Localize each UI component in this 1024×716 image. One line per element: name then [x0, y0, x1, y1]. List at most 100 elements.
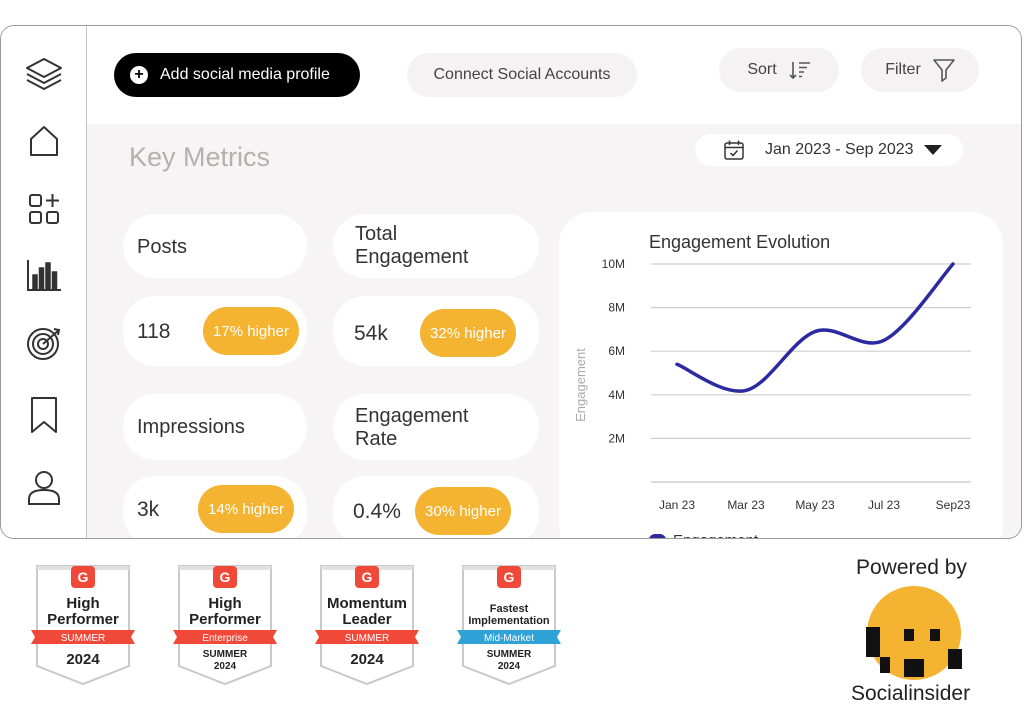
dashboard-content: Key Metrics Jan 2023 - Sep 2023 Posts 11…: [87, 124, 1021, 538]
impressions-card: Impressions: [123, 394, 307, 460]
impressions-change-badge: 14% higher: [198, 485, 294, 533]
key-metrics-title: Key Metrics: [129, 142, 271, 172]
posts-value-card: 118 17% higher: [123, 296, 307, 366]
svg-text:G: G: [78, 569, 89, 585]
badge-title-line2: Performer: [189, 611, 261, 628]
legend-label: Engagement: [673, 532, 759, 539]
g2-logo: [71, 566, 95, 588]
badge-ribbon: [457, 630, 561, 644]
engagement-chart-card: Engagement Evolution 2M 4M 6M 8M 10M Engagemen…: [559, 212, 1003, 539]
engagement-rate-card: Engagement Rate: [333, 394, 539, 460]
connect-accounts-button[interactable]: Connect Social Accounts: [407, 53, 637, 97]
engagement-line-chart: Engagement Evolution 2M 4M 6M 8M 10M Engagemen…: [573, 232, 971, 539]
engagement-rate-label-line1: Engagement: [355, 405, 469, 427]
posts-card: Posts: [123, 214, 307, 278]
g2-logo: [213, 566, 237, 588]
total-engagement-card: Total Engagement: [333, 214, 539, 278]
top-toolbar: + Add social media profile Connect Socia…: [87, 26, 1021, 124]
badge-year: 2024: [498, 661, 521, 672]
badge-title-line2: Performer: [47, 611, 119, 628]
badge-title-line2: Leader: [342, 611, 391, 628]
calendar-icon: [724, 140, 744, 160]
badge-year: 2024: [214, 661, 237, 672]
badge-ribbon-label: SUMMER: [61, 633, 105, 644]
posts-change-badge: 17% higher: [203, 307, 299, 355]
sort-label: Sort: [747, 61, 777, 78]
badge-season: SUMMER: [203, 649, 248, 660]
x-tick-label: May 23: [795, 498, 835, 512]
g2-logo: [355, 566, 379, 588]
y-tick-label: 4M: [608, 388, 625, 402]
badge-title-line1: Momentum: [327, 595, 407, 612]
svg-text:G: G: [504, 569, 515, 585]
sort-icon: [789, 62, 810, 80]
home-icon[interactable]: [23, 120, 65, 162]
total-engagement-label-line2: Engagement: [355, 246, 469, 268]
badge-title-line1: High: [208, 595, 241, 612]
chart-title: Engagement Evolution: [649, 232, 830, 252]
bar-chart-icon[interactable]: [23, 254, 65, 296]
y-tick-label: 8M: [608, 301, 625, 315]
y-axis-label: Engagement: [573, 348, 588, 422]
filter-label: Filter: [885, 61, 921, 78]
total-engagement-label-line1: Total: [355, 223, 398, 245]
filter-button[interactable]: Filter: [861, 48, 979, 92]
x-tick-label: Sep23: [936, 498, 971, 512]
badge-ribbon-label: Enterprise: [202, 633, 248, 644]
layers-icon[interactable]: [23, 52, 65, 94]
brand-name: Socialinsider: [851, 682, 971, 705]
user-icon[interactable]: [23, 466, 65, 508]
badge-ribbon: [173, 630, 277, 644]
bookmark-icon[interactable]: [23, 394, 65, 436]
badge-year: 2024: [66, 651, 100, 668]
x-tick-label: Mar 23: [727, 498, 765, 512]
badge-title-line1: Fastest: [490, 603, 529, 615]
engagement-rate-value: 0.4%: [353, 500, 401, 523]
badge-season: SUMMER: [487, 649, 532, 660]
plus-icon: +: [130, 66, 148, 84]
badge-title-line2: Implementation: [468, 615, 550, 627]
total-engagement-change-badge: 32% higher: [420, 309, 516, 357]
add-widget-icon[interactable]: [23, 188, 65, 230]
posts-value: 118: [137, 320, 171, 343]
badge-ribbon-label: SUMMER: [345, 633, 389, 644]
posts-label: Posts: [137, 236, 188, 258]
impressions-value-card: 3k 14% higher: [123, 476, 307, 538]
target-icon[interactable]: [23, 322, 65, 364]
app-window: + Add social media profile Connect Socia…: [0, 25, 1022, 539]
svg-text:G: G: [220, 569, 231, 585]
impressions-label: Impressions: [137, 416, 245, 438]
y-tick-label: 10M: [602, 257, 625, 271]
socialinsider-logo: [866, 586, 962, 680]
total-engagement-value: 54k: [354, 322, 388, 345]
add-profile-label: Add social media profile: [160, 66, 330, 83]
date-range-label: Jan 2023 - Sep 2023: [765, 141, 914, 158]
connect-accounts-label: Connect Social Accounts: [433, 66, 611, 83]
chevron-down-icon: [923, 145, 942, 155]
sort-button[interactable]: Sort: [719, 48, 839, 92]
legend-swatch: [649, 534, 666, 538]
impressions-value: 3k: [137, 498, 160, 521]
badge-year: 2024: [350, 651, 384, 668]
badge-ribbon-label: Mid-Market: [484, 633, 534, 644]
engagement-rate-value-card: 0.4% 30% higher: [333, 476, 539, 538]
add-profile-button[interactable]: + Add social media profile: [114, 53, 360, 97]
svg-text:G: G: [362, 569, 373, 585]
badge-ribbon: [315, 630, 419, 644]
engagement-rate-change-badge: 30% higher: [415, 487, 511, 535]
sidebar: [1, 26, 87, 538]
engagement-rate-label-line2: Rate: [355, 428, 398, 450]
filter-icon: [932, 59, 955, 82]
award-badges: GHighPerformerSUMMER2024GHighPerformerEn…: [31, 565, 561, 686]
y-tick-label: 6M: [608, 344, 625, 358]
badge-ribbon: [31, 630, 135, 644]
x-tick-label: Jan 23: [659, 498, 695, 512]
powered-by-label: Powered by: [856, 556, 967, 579]
badge-title-line1: High: [66, 595, 99, 612]
date-range-picker[interactable]: Jan 2023 - Sep 2023: [695, 134, 963, 166]
x-tick-label: Jul 23: [868, 498, 900, 512]
